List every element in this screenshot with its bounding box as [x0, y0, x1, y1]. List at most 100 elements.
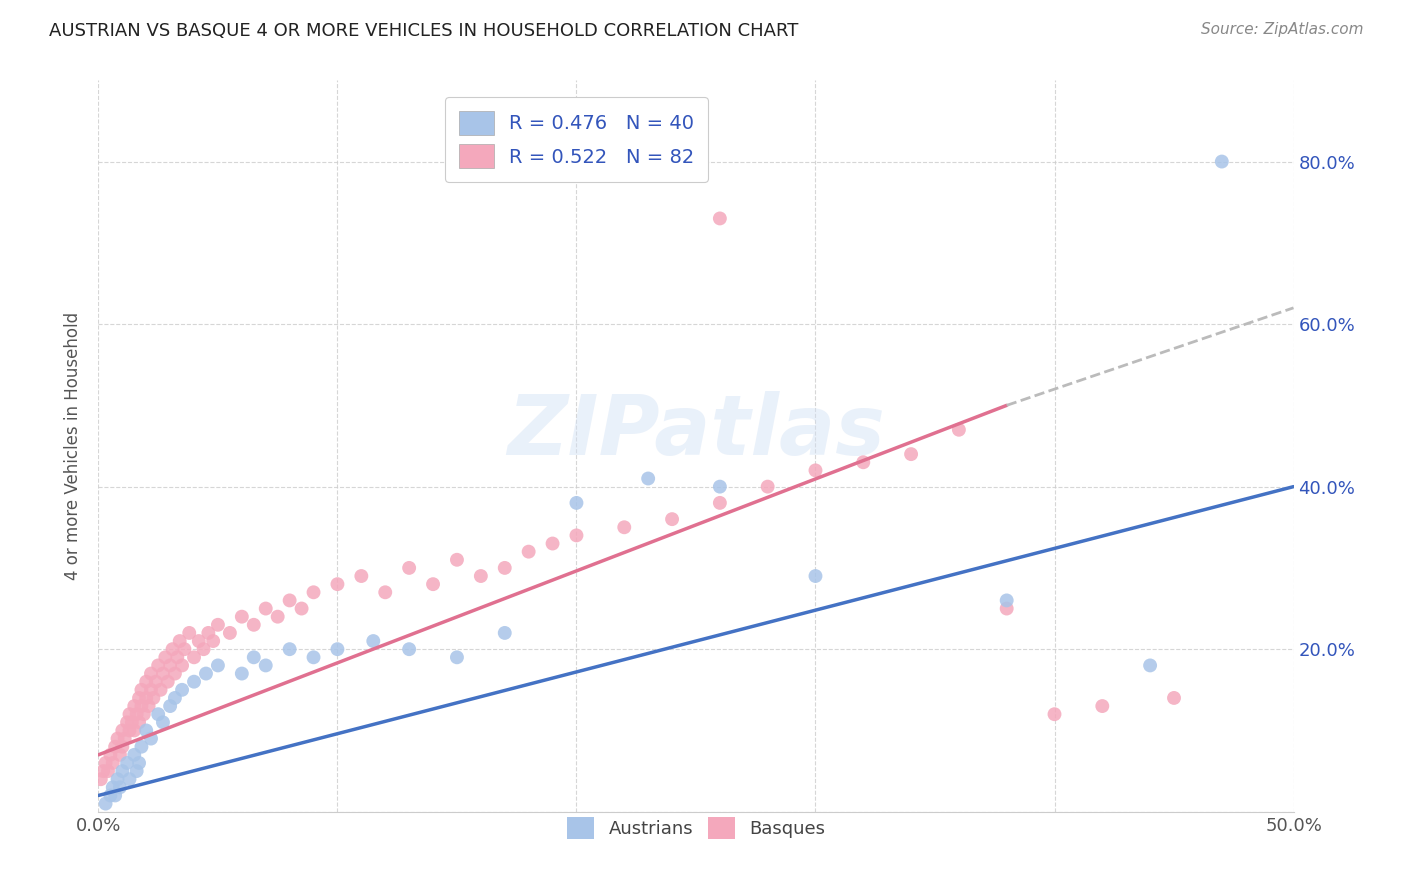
Point [118, 707, 141, 722]
Point [124, 747, 146, 762]
Point [446, 650, 468, 665]
Point [267, 609, 290, 624]
Point [197, 626, 219, 640]
Point [254, 601, 277, 615]
Point [111, 739, 134, 754]
Point [101, 756, 124, 770]
Point [254, 658, 277, 673]
Point [494, 561, 516, 575]
Point [163, 690, 186, 705]
Point [139, 731, 162, 746]
Point [104, 739, 127, 754]
Point [231, 666, 253, 681]
Point [1043, 707, 1066, 722]
Y-axis label: 4 or more Vehicles in Household: 4 or more Vehicles in Household [65, 312, 83, 580]
Point [374, 585, 396, 599]
Point [152, 715, 174, 730]
Point [131, 699, 153, 714]
Point [142, 690, 165, 705]
Point [709, 496, 731, 510]
Point [541, 536, 564, 550]
Point [118, 772, 141, 787]
Point [156, 674, 179, 689]
Point [661, 512, 683, 526]
Point [169, 634, 191, 648]
Point [111, 723, 134, 738]
Point [243, 617, 266, 632]
Point [187, 634, 209, 648]
Point [128, 715, 150, 730]
Point [111, 764, 134, 778]
Point [709, 211, 731, 226]
Point [637, 471, 659, 485]
Text: Source: ZipAtlas.com: Source: ZipAtlas.com [1201, 22, 1364, 37]
Point [1139, 658, 1161, 673]
Point [131, 682, 153, 697]
Point [162, 642, 184, 657]
Point [494, 626, 516, 640]
Point [97, 764, 120, 778]
Point [91, 764, 114, 778]
Point [1163, 690, 1185, 705]
Point [219, 626, 242, 640]
Point [118, 723, 141, 738]
Point [125, 764, 148, 778]
Point [132, 707, 155, 722]
Point [98, 747, 122, 762]
Point [124, 699, 146, 714]
Point [302, 585, 325, 599]
Point [756, 480, 779, 494]
Point [709, 480, 731, 494]
Point [291, 601, 314, 615]
Point [231, 609, 253, 624]
Point [900, 447, 922, 461]
Point [278, 593, 301, 607]
Point [422, 577, 444, 591]
Point [183, 650, 205, 665]
Legend: Austrians, Basques: Austrians, Basques [560, 810, 832, 847]
Point [172, 658, 194, 673]
Point [852, 455, 875, 469]
Point [948, 423, 970, 437]
Point [114, 731, 136, 746]
Point [159, 699, 181, 714]
Point [804, 463, 827, 477]
Point [104, 789, 127, 803]
Point [565, 496, 588, 510]
Point [115, 756, 138, 770]
Point [108, 780, 131, 795]
Point [363, 634, 385, 648]
Point [565, 528, 588, 542]
Point [124, 723, 146, 738]
Point [107, 731, 129, 746]
Point [517, 544, 540, 558]
Point [172, 682, 194, 697]
Point [278, 642, 301, 657]
Point [101, 780, 124, 795]
Point [90, 772, 112, 787]
Point [207, 617, 229, 632]
Point [155, 650, 177, 665]
Point [804, 569, 827, 583]
Point [995, 593, 1018, 607]
Point [125, 707, 148, 722]
Point [135, 690, 157, 705]
Point [179, 626, 201, 640]
Point [207, 658, 229, 673]
Point [243, 650, 266, 665]
Point [326, 577, 349, 591]
Point [98, 789, 122, 803]
Point [135, 723, 157, 738]
Point [148, 658, 170, 673]
Point [131, 739, 153, 754]
Text: AUSTRIAN VS BASQUE 4 OR MORE VEHICLES IN HOUSEHOLD CORRELATION CHART: AUSTRIAN VS BASQUE 4 OR MORE VEHICLES IN… [49, 22, 799, 40]
Point [398, 642, 420, 657]
Point [145, 674, 167, 689]
Point [1211, 154, 1233, 169]
Point [173, 642, 195, 657]
Point [148, 707, 170, 722]
Point [193, 642, 215, 657]
Point [613, 520, 636, 534]
Point [195, 666, 218, 681]
Point [121, 715, 143, 730]
